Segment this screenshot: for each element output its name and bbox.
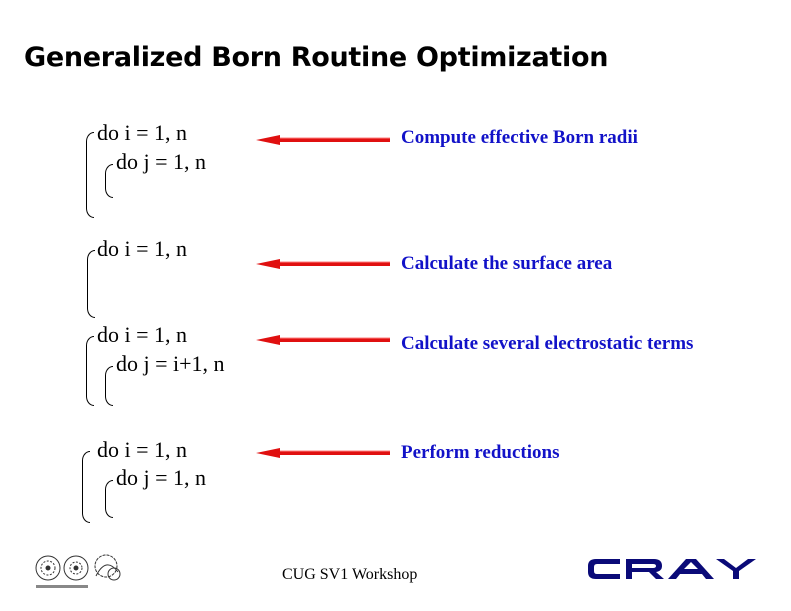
cray-logo-icon [588, 559, 756, 579]
outer-loop-text: do i = 1, n [97, 322, 188, 347]
atom-molecule-icon [35, 554, 121, 588]
inner-loop-text: do j = i+1, n [116, 351, 225, 376]
block-description: Compute effective Born radii [401, 127, 638, 148]
block-description: Calculate the surface area [401, 253, 613, 274]
left-arrow-icon [256, 335, 390, 345]
outer-loop-bracket [87, 250, 95, 318]
inner-loop-text: do j = 1, n [116, 149, 207, 174]
outer-loop-text: do i = 1, n [97, 437, 188, 462]
slide-title: Generalized Born Routine Optimization [24, 42, 609, 73]
block-description: Perform reductions [401, 442, 560, 463]
inner-loop-bracket [105, 480, 113, 518]
inner-loop-text: do j = 1, n [116, 465, 207, 490]
inner-loop-bracket [105, 366, 113, 406]
outer-loop-bracket [86, 132, 94, 218]
left-arrow-icon [256, 448, 390, 458]
block-description: Calculate several electrostatic terms [401, 333, 694, 354]
footer-workshop-label: CUG SV1 Workshop [282, 566, 418, 583]
outer-loop-bracket [82, 451, 90, 523]
outer-loop-text: do i = 1, n [97, 236, 188, 261]
inner-loop-bracket [105, 164, 113, 198]
left-arrow-icon [256, 135, 390, 145]
left-arrow-icon [256, 259, 390, 269]
outer-loop-bracket [86, 336, 94, 406]
outer-loop-text: do i = 1, n [97, 120, 188, 145]
